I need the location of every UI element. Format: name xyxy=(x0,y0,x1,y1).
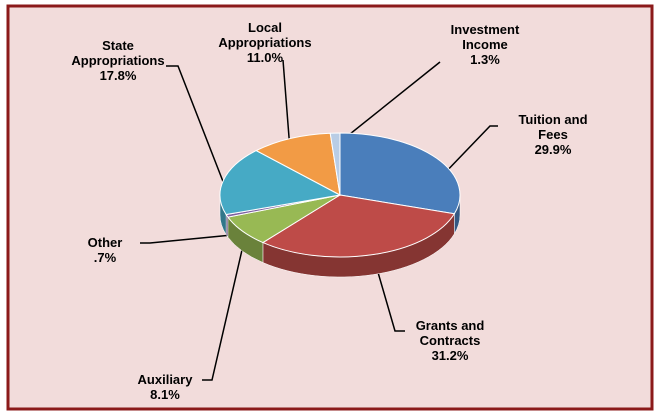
leader-line xyxy=(439,125,498,179)
data-label: Auxiliary 8.1% xyxy=(115,372,215,402)
leader-line xyxy=(334,61,441,147)
data-label: Grants and Contracts 31.2% xyxy=(400,318,500,363)
value-label: 11.0% xyxy=(246,50,284,65)
category-label: Auxiliary xyxy=(137,372,193,387)
value-label: 8.1% xyxy=(150,387,180,402)
leader-line xyxy=(282,59,291,151)
value-label: 29.9% xyxy=(534,142,572,157)
slice xyxy=(219,150,342,216)
data-label: Other .7% xyxy=(75,235,135,265)
category-label: Local Appropriations xyxy=(218,20,312,50)
data-label: Investment Income 1.3% xyxy=(440,22,530,67)
category-label: Investment Income xyxy=(450,22,520,52)
leader-line xyxy=(202,249,243,381)
data-label: Tuition and Fees 29.9% xyxy=(503,112,603,157)
data-label: State Appropriations 17.8% xyxy=(61,38,176,83)
data-label: Local Appropriations 11.0% xyxy=(208,20,323,65)
category-label: Other xyxy=(87,235,123,250)
value-label: 1.3% xyxy=(470,52,500,67)
pie xyxy=(219,132,461,278)
leader-line xyxy=(374,261,405,332)
slice xyxy=(329,132,341,196)
leader-line xyxy=(140,234,233,244)
value-label: 31.2% xyxy=(431,348,469,363)
category-label: Grants and Contracts xyxy=(415,318,485,348)
slice xyxy=(339,132,461,215)
slice-side xyxy=(225,213,229,238)
category-label: State Appropriations xyxy=(71,38,165,68)
slice xyxy=(261,194,456,258)
leader-line xyxy=(166,65,225,185)
category-label: Tuition and Fees xyxy=(518,112,588,142)
value-label: 17.8% xyxy=(99,68,137,83)
value-label: .7% xyxy=(93,250,117,265)
leader-lines xyxy=(140,59,498,381)
slice xyxy=(255,132,341,196)
